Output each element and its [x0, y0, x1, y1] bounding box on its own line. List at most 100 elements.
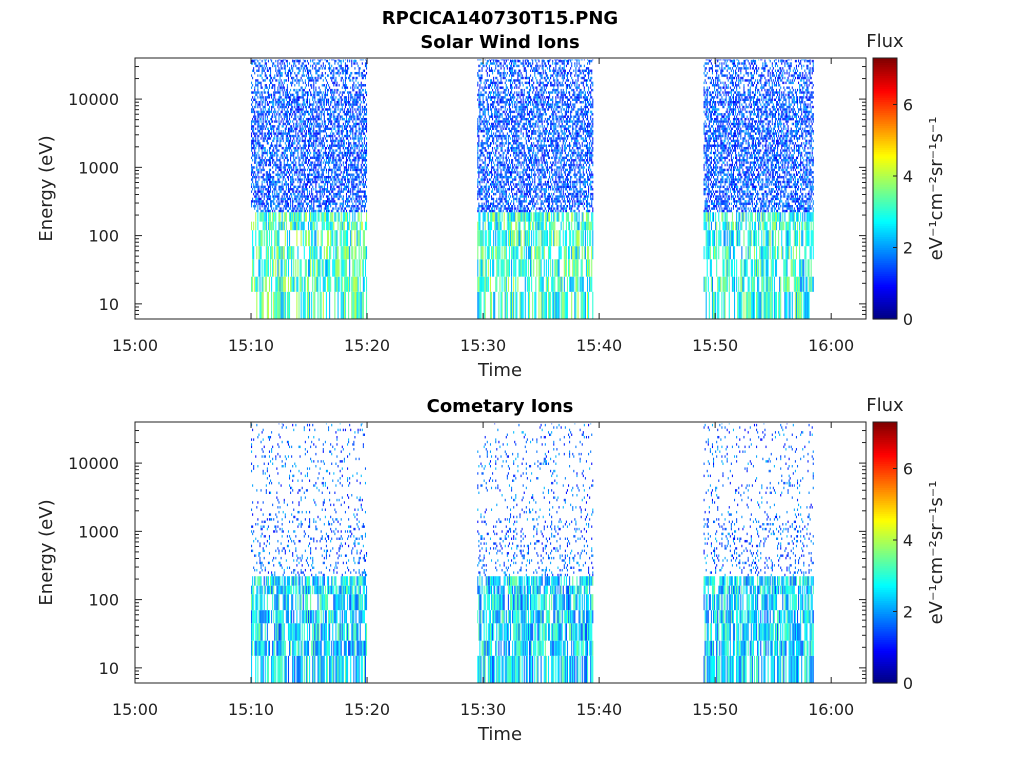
heatmap-cell: [278, 118, 279, 120]
heatmap-cell: [355, 94, 356, 96]
heatmap-cell: [297, 152, 298, 154]
heatmap-cell: [341, 277, 342, 292]
heatmap-cell: [282, 118, 283, 120]
heatmap-cell: [287, 72, 288, 74]
heatmap-cell: [300, 203, 301, 205]
heatmap-cell: [270, 198, 271, 200]
heatmap-cell: [335, 67, 336, 69]
heatmap-cell: [268, 203, 269, 205]
heatmap-cell: [313, 118, 314, 120]
heatmap-cell: [312, 147, 313, 149]
heatmap-cell: [305, 132, 306, 134]
heatmap-cell: [311, 125, 312, 127]
heatmap-cell: [313, 205, 314, 207]
heatmap-cell: [287, 62, 288, 64]
heatmap-cell: [363, 230, 364, 246]
heatmap-cell: [477, 145, 478, 147]
heatmap-cell: [263, 190, 264, 192]
heatmap-cell: [284, 60, 285, 61]
heatmap-cell: [480, 188, 481, 190]
heatmap-cell: [364, 193, 365, 195]
heatmap-cell: [332, 207, 333, 209]
heatmap-cell: [485, 186, 486, 188]
heatmap-cell: [276, 292, 277, 319]
heatmap-cell: [265, 128, 266, 130]
heatmap-cell: [477, 171, 478, 173]
heatmap-cell: [283, 198, 284, 200]
heatmap-cell: [494, 116, 495, 118]
heatmap-cell: [343, 176, 344, 178]
heatmap-cell: [365, 193, 366, 195]
heatmap-cell: [258, 67, 259, 69]
heatmap-cell: [486, 128, 487, 130]
heatmap-cell: [364, 147, 365, 149]
heatmap-cell: [338, 103, 339, 105]
heatmap-cell: [362, 161, 363, 163]
heatmap-cell: [276, 181, 277, 183]
heatmap-cell: [347, 132, 348, 134]
heatmap-cell: [364, 186, 365, 188]
heatmap-cell: [293, 137, 294, 139]
heatmap-cell: [485, 259, 486, 276]
heatmap-cell: [363, 190, 364, 192]
heatmap-cell: [302, 135, 303, 137]
heatmap-cell: [361, 60, 362, 61]
heatmap-cell: [352, 137, 353, 139]
heatmap-cell: [363, 159, 364, 161]
heatmap-cell: [268, 164, 269, 166]
heatmap-cell: [251, 140, 252, 142]
heatmap-cell: [354, 60, 355, 61]
heatmap-cell: [363, 154, 364, 156]
heatmap-cell: [359, 178, 360, 180]
heatmap-cell: [308, 128, 309, 130]
heatmap-cell: [251, 120, 252, 122]
heatmap-cell: [254, 200, 255, 202]
heatmap-cell: [310, 123, 311, 125]
heatmap-cell: [338, 222, 339, 231]
heatmap-cell: [477, 130, 478, 132]
heatmap-cell: [304, 190, 305, 192]
heatmap-cell: [269, 106, 270, 108]
heatmap-cell: [251, 142, 252, 144]
heatmap-cell: [269, 174, 270, 176]
heatmap-cell: [281, 84, 282, 86]
heatmap-cell: [255, 183, 256, 185]
heatmap-cell: [262, 86, 263, 88]
heatmap-cell: [317, 145, 318, 147]
heatmap-cell: [258, 70, 259, 72]
heatmap-cell: [322, 230, 323, 246]
heatmap-cell: [342, 125, 343, 127]
heatmap-cell: [319, 186, 320, 188]
heatmap-cell: [344, 96, 345, 98]
heatmap-cell: [319, 101, 320, 103]
heatmap-cell: [362, 89, 363, 91]
heatmap-cell: [310, 91, 311, 93]
heatmap-cell: [267, 171, 268, 173]
heatmap-cell: [478, 106, 479, 108]
heatmap-cell: [261, 145, 262, 147]
heatmap-cell: [304, 222, 305, 231]
heatmap-cell: [266, 86, 267, 88]
heatmap-cell: [325, 67, 326, 69]
heatmap-cell: [361, 86, 362, 88]
heatmap-cell: [280, 212, 281, 221]
heatmap-cell: [321, 91, 322, 93]
heatmap-cell: [315, 142, 316, 144]
heatmap-cell: [310, 72, 311, 74]
heatmap-cell: [350, 210, 351, 212]
heatmap-cell: [264, 259, 265, 276]
heatmap-cell: [304, 174, 305, 176]
heatmap-cell: [301, 222, 302, 231]
heatmap-cell: [488, 106, 489, 108]
heatmap-cell: [299, 70, 300, 72]
heatmap-cell: [322, 108, 323, 110]
heatmap-cell: [300, 103, 301, 105]
heatmap-cell: [352, 159, 353, 161]
heatmap-cell: [268, 205, 269, 207]
heatmap-cell: [482, 140, 483, 142]
heatmap-cell: [321, 111, 322, 113]
heatmap-cell: [280, 203, 281, 205]
heatmap-cell: [282, 135, 283, 137]
heatmap-cell: [278, 193, 279, 195]
heatmap-cell: [272, 186, 273, 188]
